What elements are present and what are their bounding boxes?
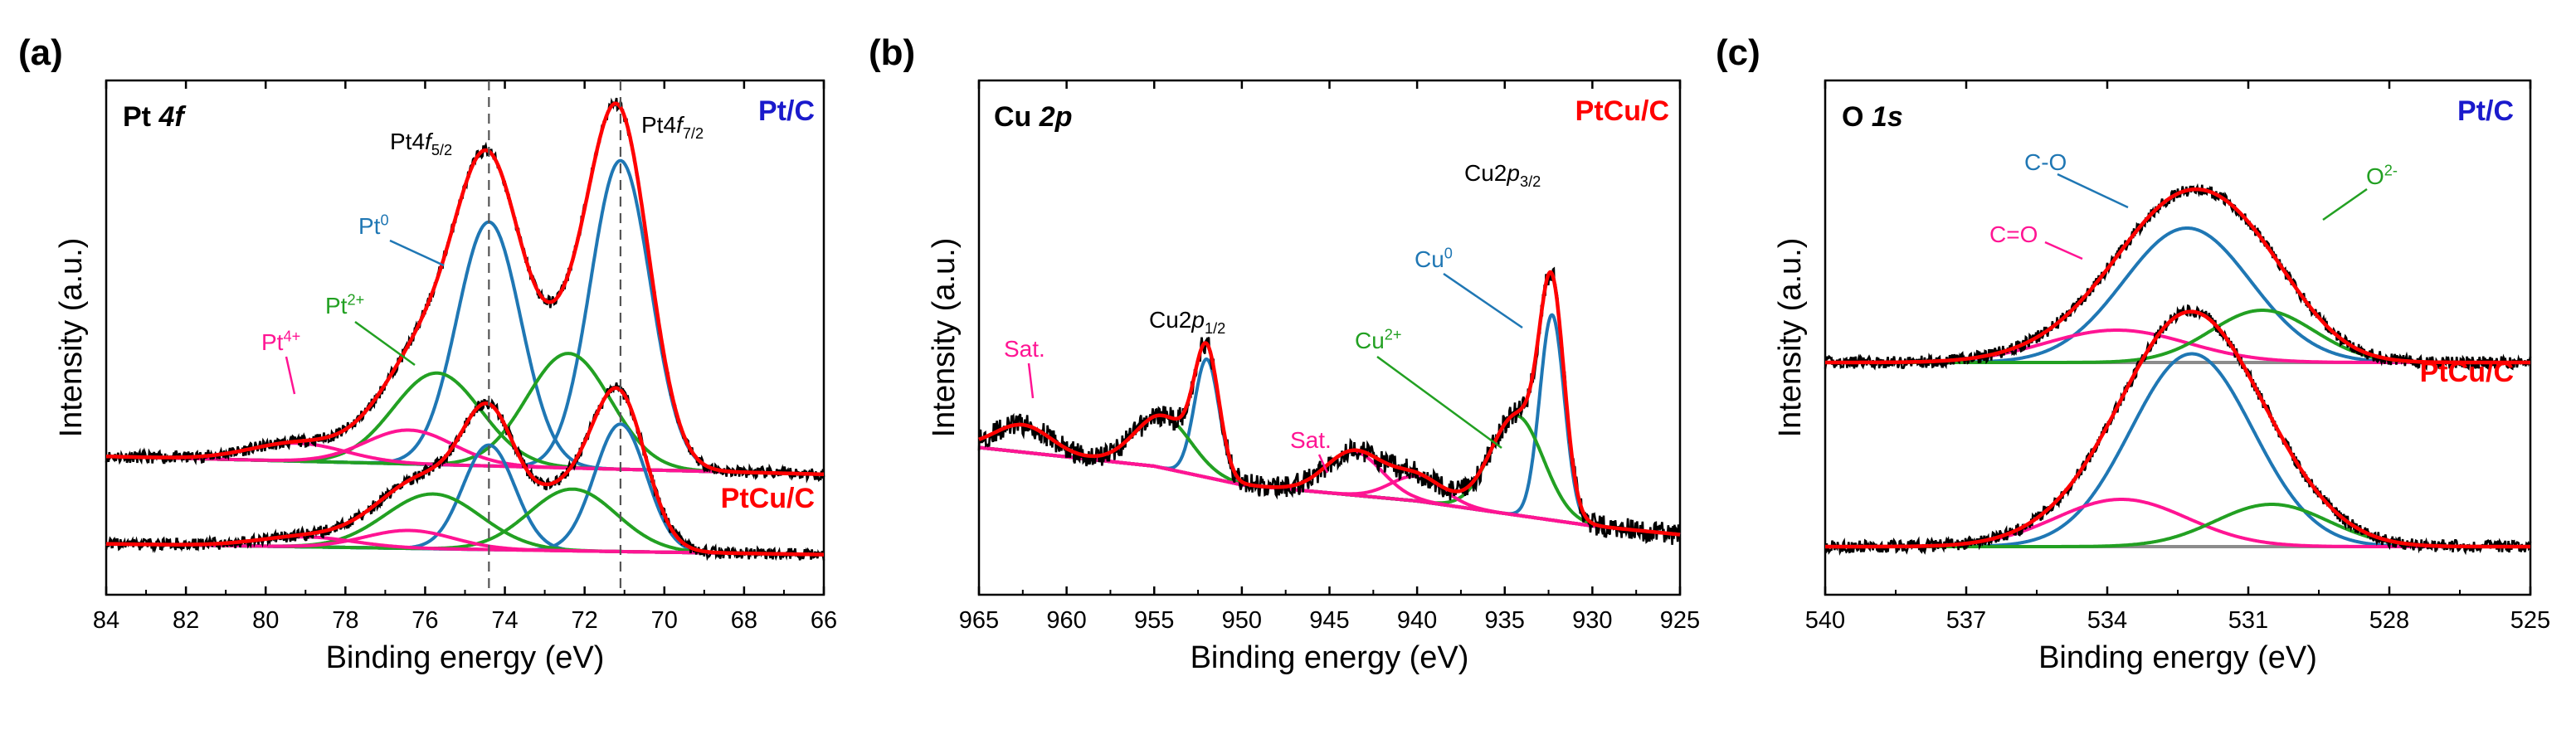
component-cu0-curve: [978, 313, 1681, 537]
panel-c-o1s: 540 537 534 531 528 525 Binding energy (eV) Int…: [1716, 32, 2550, 675]
x-tick-label: 525: [2510, 607, 2550, 634]
x-tick-label: 74: [491, 607, 518, 634]
x-tick-label: 960: [1046, 607, 1086, 634]
component-label-cu2: Cu2+: [1355, 326, 1402, 353]
x-tick-label: 68: [731, 607, 757, 634]
envelope-fit-line: [105, 386, 824, 557]
sample-label-ptc: Pt/C: [758, 95, 815, 127]
x-tick-label: 945: [1309, 607, 1349, 634]
x-tick-label: 72: [572, 607, 598, 634]
panel-a-pt4f: 84 82 80 78 76 74 72 70 68 66 Binding energy (eV) I…: [18, 32, 837, 675]
y-axis-label: Intensity (a.u.): [1773, 238, 1808, 438]
raw-data-line: [1824, 182, 2532, 372]
x-tick-label: 78: [332, 607, 358, 634]
plot-frame: [1824, 79, 2532, 596]
x-tick-label: 955: [1134, 607, 1174, 634]
panel-title: Pt 4f: [123, 101, 187, 133]
raw-data-line: [1824, 304, 2532, 556]
component-co-curve: [1825, 226, 2530, 364]
pointer-c-eq-o: [2044, 241, 2083, 260]
component-label-pt2: Pt2+: [325, 291, 364, 319]
x-tick-label: 925: [1660, 607, 1700, 634]
x-tick-label: 84: [93, 607, 119, 634]
panel-title: Cu 2p: [994, 101, 1072, 133]
component-label-c-eq-o: C=O: [1989, 221, 2038, 247]
panel-title: O 1s: [1842, 101, 1903, 133]
component-pt0-curve: [105, 422, 824, 557]
plot-frame: [977, 79, 1682, 596]
x-tick-label: 531: [2228, 607, 2268, 634]
x-tick-label: 940: [1397, 607, 1437, 634]
panel-letter: (c): [1716, 32, 1760, 73]
component-label-sat-1: Sat.: [1004, 336, 1045, 362]
component-label-co: C-O: [2024, 149, 2067, 175]
panel-letter: (a): [18, 32, 63, 73]
envelope-fit-line: [1825, 187, 2530, 365]
component-pt0-curve: [106, 220, 824, 476]
y-axis-label: Intensity (a.u.): [927, 238, 962, 438]
x-tick-label: 930: [1572, 607, 1612, 634]
component-label-o2: O2-: [2366, 162, 2398, 189]
x-tick-label: 70: [651, 607, 678, 634]
sample-label-ptcuc: PtCu/C: [2420, 357, 2514, 388]
pointer-sat-2: [1317, 454, 1329, 474]
peak-label-pt4f52: Pt4f5/2: [390, 129, 452, 158]
envelope-fit-line: [1825, 309, 2530, 549]
x-axis-label: Binding energy (eV): [1191, 640, 1469, 675]
x-tick-label: 80: [252, 607, 279, 634]
x-axis-label: Binding energy (eV): [326, 640, 605, 675]
envelope-fit-line: [106, 101, 824, 477]
pointer-cu0: [1443, 272, 1523, 329]
plot-frame: [105, 79, 825, 596]
x-tick-label: 540: [1805, 607, 1845, 634]
x-tick-label: 935: [1485, 607, 1525, 634]
pointer-pt2: [354, 320, 416, 367]
x-tick-label: 950: [1222, 607, 1262, 634]
sample-label-ptc: Pt/C: [2457, 95, 2514, 127]
pointer-co: [2057, 173, 2129, 209]
sample-label-ptcuc: PtCu/C: [721, 483, 815, 514]
x-tick-label: 528: [2369, 607, 2409, 634]
component-label-sat-2: Sat.: [1290, 427, 1332, 453]
pointer-pt0: [389, 239, 445, 267]
peak-label-pt4f72: Pt4f7/2: [641, 112, 704, 142]
component-label-cu0: Cu0: [1415, 245, 1453, 272]
x-tick-label: 82: [173, 607, 199, 634]
panel-letter: (b): [869, 32, 915, 73]
pointer-o2: [2322, 187, 2368, 221]
x-tick-label: 66: [811, 607, 837, 634]
x-tick-label: 76: [411, 607, 438, 634]
x-tick-label: 537: [1946, 607, 1986, 634]
x-tick-label: 534: [2087, 607, 2127, 634]
panel-b-cu2p: 965 960 955 950 945 940 935 930 925 Binding energ…: [869, 32, 1700, 675]
component-label-pt0: Pt0: [358, 212, 389, 239]
x-tick-label: 965: [959, 607, 999, 634]
sample-label-ptcuc: PtCu/C: [1575, 95, 1669, 127]
pointer-pt4: [285, 356, 296, 395]
peak-label-cu2p12: Cu2p1/2: [1149, 307, 1225, 337]
y-axis-label: Intensity (a.u.): [54, 238, 89, 438]
peak-label-cu2p32: Cu2p3/2: [1464, 160, 1541, 190]
x-axis-label: Binding energy (eV): [2038, 640, 2317, 675]
raw-data-line: [977, 266, 1682, 545]
pointer-sat-1: [1027, 362, 1035, 399]
envelope-fit-line: [978, 270, 1681, 537]
component-label-pt4: Pt4+: [261, 328, 300, 355]
pointer-cu2: [1376, 355, 1502, 450]
